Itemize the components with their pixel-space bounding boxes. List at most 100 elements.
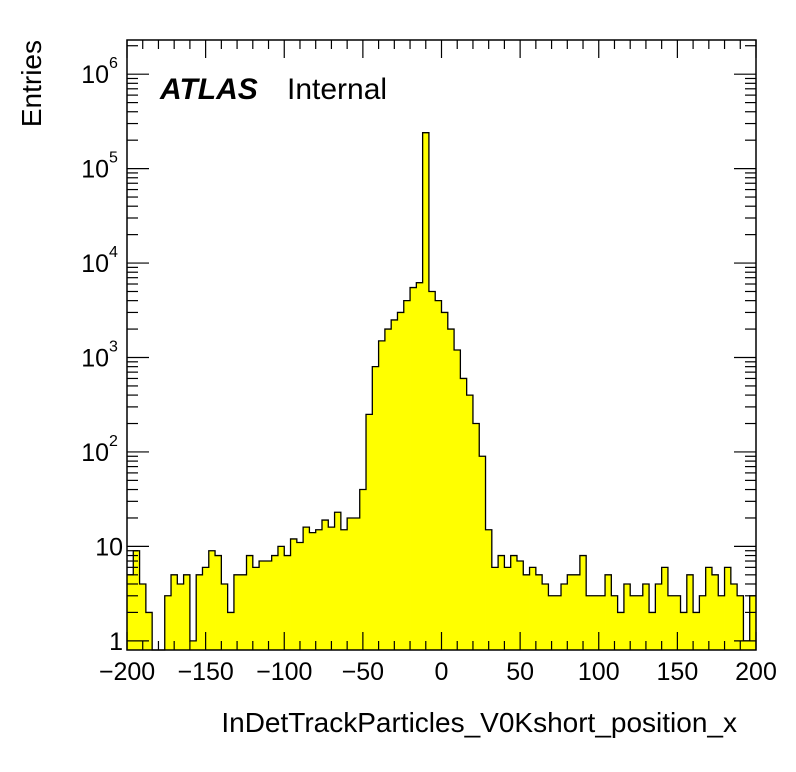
x-tick-label: 50 bbox=[506, 658, 534, 686]
y-tick-label: 10 bbox=[95, 533, 123, 561]
histogram-bin bbox=[378, 340, 386, 650]
x-tick-label: −150 bbox=[177, 658, 233, 686]
histogram-bin bbox=[164, 595, 172, 650]
histogram-bin bbox=[573, 574, 581, 650]
histogram-bin bbox=[372, 366, 379, 650]
histogram-bin bbox=[567, 574, 574, 650]
histogram-bin bbox=[693, 612, 700, 650]
histogram-bin bbox=[359, 489, 367, 650]
histogram-bin bbox=[321, 520, 329, 650]
histogram-bin bbox=[535, 574, 543, 650]
histogram-bin bbox=[403, 300, 411, 650]
histogram-bin bbox=[315, 529, 323, 650]
histogram-bin bbox=[133, 550, 140, 650]
histogram-bin bbox=[410, 287, 417, 650]
histogram-bin bbox=[718, 595, 725, 650]
atlas-label: ATLAS bbox=[159, 73, 258, 106]
histogram-bin bbox=[246, 555, 254, 650]
histogram-bin bbox=[196, 574, 203, 650]
histogram-bin bbox=[435, 300, 442, 650]
histogram-bin bbox=[611, 595, 619, 650]
histogram-bin bbox=[542, 583, 549, 650]
histogram-bin bbox=[598, 595, 606, 650]
y-tick-exponent: 6 bbox=[109, 55, 118, 72]
histogram-bin bbox=[749, 595, 757, 650]
histogram-bin bbox=[177, 583, 185, 650]
histogram-bin bbox=[504, 567, 512, 650]
histogram-bin bbox=[705, 567, 713, 650]
histogram-bin bbox=[579, 555, 587, 650]
histogram-bin bbox=[730, 583, 738, 650]
histogram-bin bbox=[447, 329, 455, 650]
histogram-bars bbox=[127, 132, 757, 651]
histogram-bin bbox=[340, 529, 348, 650]
histogram-bin bbox=[422, 132, 430, 650]
histogram-bin bbox=[586, 595, 593, 650]
histogram-bin bbox=[328, 527, 335, 650]
x-tick-label: −100 bbox=[256, 658, 312, 686]
histogram-bin bbox=[208, 550, 216, 650]
histogram-bin bbox=[366, 414, 373, 650]
x-tick-label: 0 bbox=[435, 658, 449, 686]
histogram-bin bbox=[240, 574, 247, 650]
histogram-bin bbox=[454, 350, 461, 650]
histogram-bin bbox=[592, 595, 600, 650]
histogram-bin bbox=[516, 561, 524, 650]
histogram-bin bbox=[510, 555, 518, 650]
histogram-bin bbox=[548, 595, 556, 650]
y-tick-exponent: 4 bbox=[109, 244, 118, 261]
histogram-bin bbox=[183, 574, 191, 650]
histogram-bin bbox=[479, 456, 486, 650]
histogram-bin bbox=[674, 595, 681, 650]
histogram-bin bbox=[441, 312, 449, 650]
y-tick-exponent: 5 bbox=[109, 150, 118, 167]
histogram-bin bbox=[472, 423, 480, 650]
histogram-bin bbox=[680, 612, 688, 650]
histogram-bin bbox=[189, 640, 197, 650]
histogram-bin bbox=[416, 282, 424, 650]
histogram-bin bbox=[630, 595, 637, 650]
x-axis-ticks bbox=[126, 40, 757, 650]
y-tick-label: 10 bbox=[81, 439, 109, 467]
histogram-bin bbox=[686, 574, 694, 650]
y-tick-exponent: 3 bbox=[109, 339, 118, 356]
histogram-bin bbox=[265, 561, 273, 650]
histogram-bin bbox=[636, 595, 644, 650]
histogram-bin bbox=[309, 532, 317, 650]
histogram-bin bbox=[284, 555, 291, 650]
histogram-bin bbox=[171, 574, 178, 650]
y-tick-label: 10 bbox=[81, 156, 109, 184]
histogram-bin bbox=[233, 574, 241, 650]
y-tick-exponent: 2 bbox=[109, 433, 118, 450]
histogram-bin bbox=[667, 595, 675, 650]
histogram-bin bbox=[623, 583, 631, 650]
x-tick-labels: −200 −150 −100 −50 0 50 100 150 200 bbox=[99, 658, 777, 686]
histogram-bin bbox=[271, 555, 279, 650]
histogram-bin bbox=[460, 378, 468, 650]
x-tick-label: 200 bbox=[735, 658, 777, 686]
y-tick-label: 10 bbox=[81, 250, 109, 278]
histogram-bin bbox=[139, 583, 147, 650]
y-tick-label: 10 bbox=[81, 345, 109, 373]
histogram-bin bbox=[259, 561, 266, 650]
histogram-bin bbox=[215, 555, 222, 650]
y-tick-label: 1 bbox=[109, 628, 123, 656]
histogram-bin bbox=[296, 542, 304, 650]
histogram-bin bbox=[498, 555, 505, 650]
histogram-bin bbox=[353, 517, 361, 650]
histogram-bin bbox=[290, 538, 298, 650]
histogram-bin bbox=[334, 512, 342, 650]
histogram-bin bbox=[605, 574, 612, 650]
histogram-bin bbox=[202, 567, 210, 650]
histogram-bin bbox=[661, 567, 669, 650]
histogram-bin bbox=[347, 517, 354, 650]
histogram-bin bbox=[391, 319, 398, 650]
x-tick-label: 150 bbox=[657, 658, 699, 686]
histogram-bin bbox=[617, 612, 625, 650]
histogram-bin bbox=[529, 567, 537, 650]
histogram-outline bbox=[127, 132, 756, 651]
x-tick-label: 100 bbox=[578, 658, 620, 686]
histogram-bin bbox=[523, 574, 530, 650]
